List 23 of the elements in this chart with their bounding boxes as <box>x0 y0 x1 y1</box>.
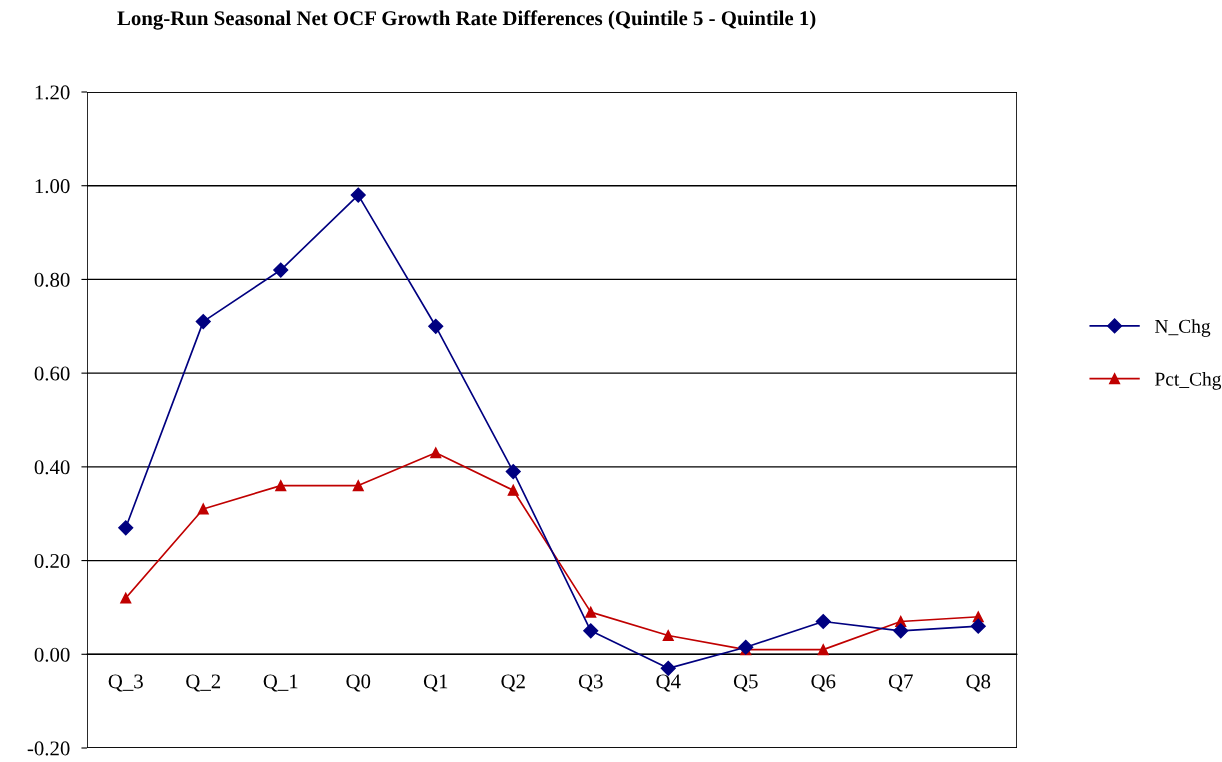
x-tick-label: Q8 <box>966 674 991 692</box>
x-tick-label: Q_1 <box>263 674 298 692</box>
y-tick-label: 0.80 <box>34 272 70 287</box>
x-tick-label: Q7 <box>888 674 913 692</box>
y-tick-label: 0.00 <box>34 647 70 662</box>
x-tick-label: Q5 <box>733 674 758 692</box>
legend-label: Pct_Chg <box>1155 372 1222 390</box>
y-tick-label: -0.20 <box>27 741 70 756</box>
y-tick-label: 1.00 <box>35 179 70 194</box>
legend-label: N_Chg <box>1155 319 1211 337</box>
x-tick-label: Q_3 <box>108 674 143 692</box>
x-tick-label: Q1 <box>423 674 448 692</box>
x-tick-label: Q0 <box>346 674 371 692</box>
y-tick-label: 0.60 <box>34 366 70 381</box>
x-tick-label: Q6 <box>811 674 836 692</box>
y-tick-label: 0.20 <box>34 553 70 569</box>
x-tick-label: Q3 <box>578 674 603 692</box>
y-tick-label: 1.20 <box>35 85 70 100</box>
x-tick-label: Q4 <box>656 674 681 692</box>
chart-title: Long-Run Seasonal Net OCF Growth Rate Differences (Quintile 5 - Quintile 1) <box>117 10 816 30</box>
x-tick-label: Q2 <box>501 674 525 692</box>
x-tick-label: Q_2 <box>186 674 221 692</box>
y-tick-label: 0.40 <box>34 460 70 475</box>
